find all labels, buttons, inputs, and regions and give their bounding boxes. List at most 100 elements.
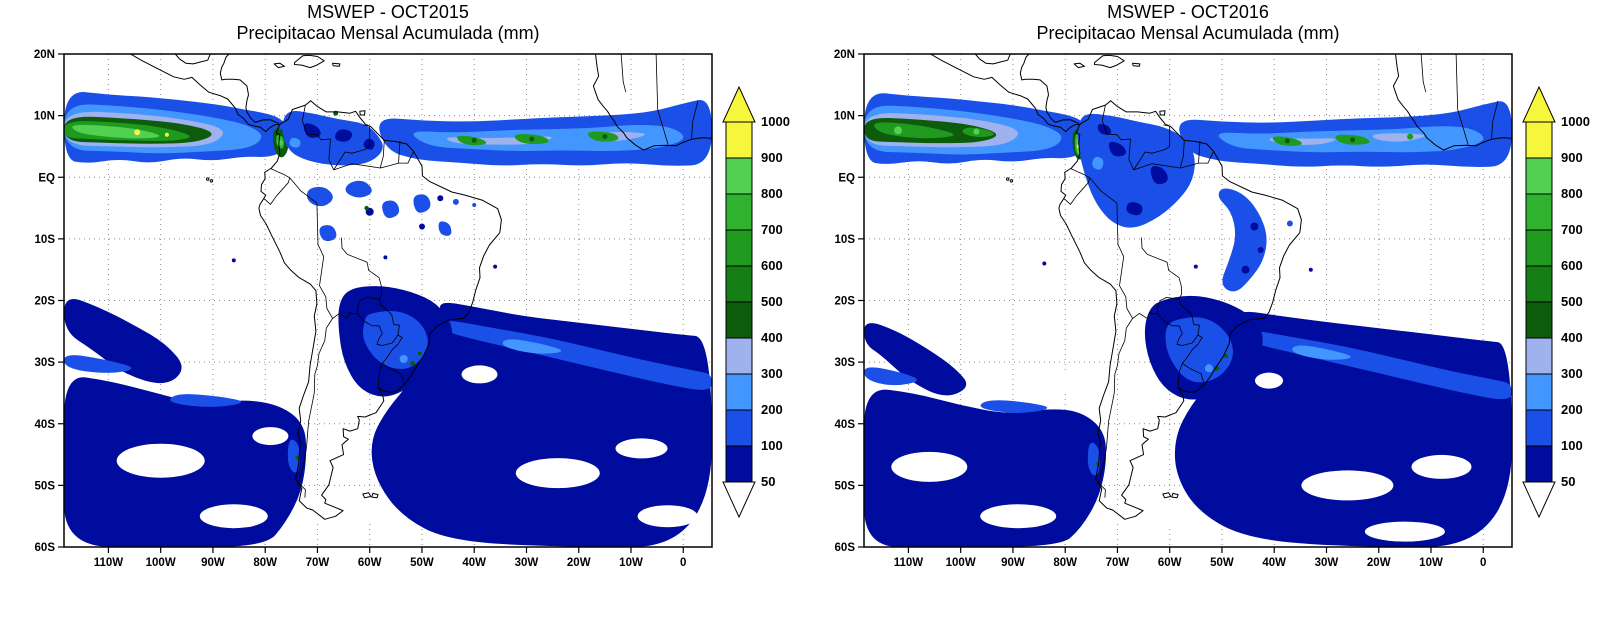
axes: 20N 10N EQ 10S 20S 30S 40S 50S 60S 110W 100W 90W 80W…	[34, 49, 687, 569]
lat-tick-label: 50S	[35, 480, 56, 492]
colorbar-tick-label: 700	[761, 222, 783, 237]
colorbar-tick-label: 600	[1561, 258, 1583, 273]
lat-tick-label: EQ	[838, 172, 855, 184]
colorbar-segment	[1525, 229, 1553, 267]
lat-tick-label: 10N	[34, 111, 55, 123]
coastlines-borders	[130, 54, 712, 520]
lat-tick-label: 50S	[835, 480, 856, 492]
colorbar-segment	[725, 229, 753, 267]
colorbar-segment	[1525, 193, 1553, 231]
lon-tick-label: 80W	[253, 557, 277, 569]
lat-tick-label: 40S	[835, 419, 856, 431]
lon-tick-label: 100W	[146, 557, 176, 569]
lon-tick-label: 40W	[1262, 557, 1286, 569]
colorbar-tick-label: 800	[1561, 186, 1583, 201]
colorbar-segment	[725, 445, 753, 483]
colorbar-segment	[725, 157, 753, 195]
lon-tick-label: 60W	[1158, 557, 1182, 569]
colorbar-segment	[725, 301, 753, 339]
panel-titles: MSWEP - OCT2015 Precipitacao Mensal Acum…	[64, 2, 712, 44]
precip-map-oct2015: 20N 10N EQ 10S 20S 30S 40S 50S 60S 110W 100W 90W 80W…	[34, 49, 713, 569]
lat-tick-label: 60S	[35, 542, 56, 554]
lon-tick-label: 50W	[410, 557, 434, 569]
colorbar-tick-label: 700	[1561, 222, 1583, 237]
colorbar-under-arrow	[1522, 481, 1556, 519]
colorbar-segment	[725, 337, 753, 375]
colorbar-tick-label: 900	[761, 150, 783, 165]
lon-tick-label: 10W	[1419, 557, 1443, 569]
lon-tick-label: 100W	[946, 557, 976, 569]
colorbar-segment	[1525, 373, 1553, 411]
lon-tick-label: 90W	[1001, 557, 1025, 569]
colorbar-tick-label: 1000	[761, 114, 790, 129]
lon-tick-label: 30W	[515, 557, 539, 569]
colorbar-tick-label: 500	[761, 294, 783, 309]
colorbar-tick-label: 50	[1561, 474, 1575, 489]
colorbar-tick-label: 400	[761, 330, 783, 345]
colorbar-segment	[725, 409, 753, 447]
colorbar-tick-label: 900	[1561, 150, 1583, 165]
colorbar-tick-label: 600	[761, 258, 783, 273]
panel-titles: MSWEP - OCT2016 Precipitacao Mensal Acum…	[864, 2, 1512, 44]
colorbar-segment	[725, 265, 753, 303]
lat-tick-label: 30S	[835, 357, 856, 369]
colorbar-tick-label: 800	[761, 186, 783, 201]
colorbar-segment	[1525, 301, 1553, 339]
lon-tick-label: 40W	[462, 557, 486, 569]
colorbar-tick-label: 400	[1561, 330, 1583, 345]
lat-tick-label: 20N	[34, 49, 55, 61]
lon-tick-label: 30W	[1315, 557, 1339, 569]
panel-subtitle: Precipitacao Mensal Acumulada (mm)	[236, 23, 540, 43]
lat-tick-label: 10N	[834, 111, 855, 123]
colorbar-segment	[725, 373, 753, 411]
colorbar-under-arrow	[722, 481, 756, 519]
axes: 20N 10N EQ 10S 20S 30S 40S 50S 60S 110W 100W 90W 80W…	[834, 49, 1487, 569]
colorbar-oct2015: 1000 900 800 700 600 500 400 300 200 100 50	[722, 86, 790, 519]
colorbar-tick-label: 50	[761, 474, 775, 489]
lon-tick-label: 50W	[1210, 557, 1234, 569]
lat-tick-label: 20N	[834, 49, 855, 61]
colorbar-segment	[1525, 121, 1553, 159]
lon-tick-label: 90W	[201, 557, 225, 569]
lon-tick-label: 10W	[619, 557, 643, 569]
colorbar-tick-label: 200	[1561, 402, 1583, 417]
lon-tick-label: 70W	[1106, 557, 1130, 569]
colorbar-segment	[1525, 265, 1553, 303]
page-title: MSWEP - OCT2015	[307, 2, 469, 22]
lat-tick-label: 20S	[35, 296, 56, 308]
precip-field	[64, 92, 712, 547]
colorbar-segment	[725, 193, 753, 231]
colorbar-tick-label: 500	[1561, 294, 1583, 309]
coastlines-borders	[930, 54, 1512, 520]
lon-tick-label: 70W	[306, 557, 330, 569]
colorbar-tick-label: 200	[761, 402, 783, 417]
lon-tick-label: 20W	[567, 557, 591, 569]
lon-tick-label: 0	[1480, 557, 1486, 569]
colorbar-tick-label: 100	[761, 438, 783, 453]
lon-tick-label: 20W	[1367, 557, 1391, 569]
lon-tick-label: 110W	[894, 557, 924, 569]
page-title: MSWEP - OCT2016	[1107, 2, 1269, 22]
colorbar-oct2016: 1000 900 800 700 600 500 400 300 200 100 50	[1522, 86, 1590, 519]
panel-subtitle: Precipitacao Mensal Acumulada (mm)	[1036, 23, 1340, 43]
precip-map-oct2016: 20N 10N EQ 10S 20S 30S 40S 50S 60S 110W 100W 90W 80W…	[834, 49, 1513, 569]
lon-tick-label: 110W	[94, 557, 124, 569]
lon-tick-label: 80W	[1053, 557, 1077, 569]
lat-tick-label: 40S	[35, 419, 56, 431]
lon-tick-label: 60W	[358, 557, 382, 569]
lon-tick-label: 0	[680, 557, 686, 569]
lat-tick-label: EQ	[38, 172, 55, 184]
colorbar-segment	[725, 121, 753, 159]
panel-oct2015: MSWEP - OCT2015 Precipitacao Mensal Acum…	[34, 2, 790, 569]
lat-tick-label: 10S	[35, 234, 56, 246]
colorbar-segment	[1525, 337, 1553, 375]
colorbar-tick-label: 300	[761, 366, 783, 381]
colorbar-over-arrow	[722, 86, 756, 123]
colorbar-tick-label: 300	[1561, 366, 1583, 381]
lat-tick-label: 20S	[835, 296, 856, 308]
colorbar-segment	[1525, 409, 1553, 447]
lat-tick-label: 60S	[835, 542, 856, 554]
colorbar-over-arrow	[1522, 86, 1556, 123]
colorbar-tick-label: 1000	[1561, 114, 1590, 129]
